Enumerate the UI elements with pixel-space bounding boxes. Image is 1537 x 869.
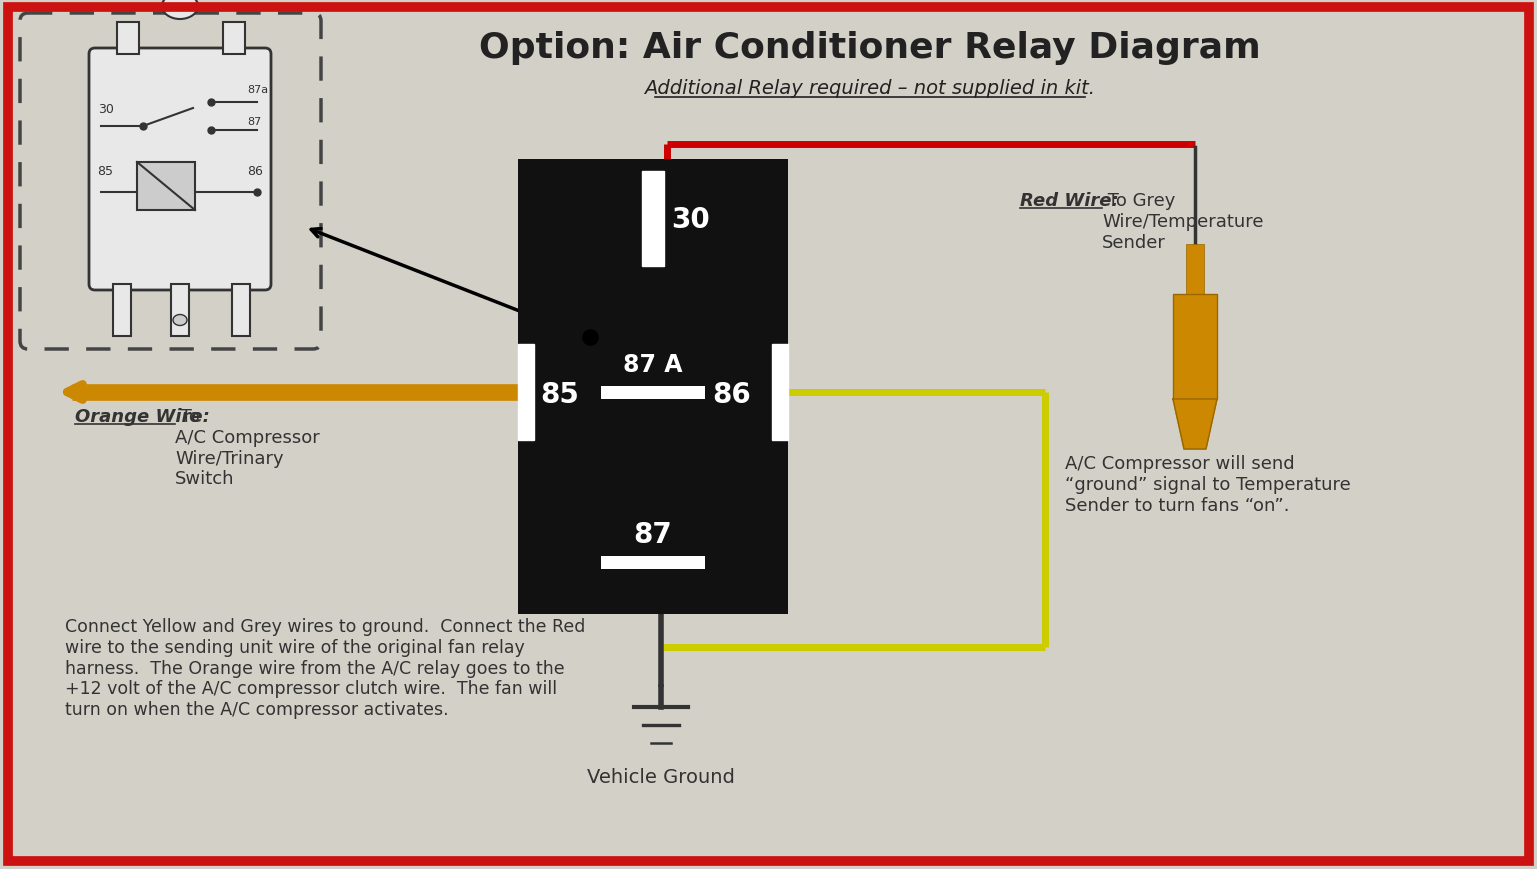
Bar bbox=[518, 160, 788, 614]
Bar bbox=[223, 23, 244, 55]
Text: 87a: 87a bbox=[247, 85, 267, 95]
Text: Vehicle Ground: Vehicle Ground bbox=[587, 767, 735, 786]
FancyBboxPatch shape bbox=[20, 14, 321, 349]
Bar bbox=[171, 285, 189, 336]
Text: 87: 87 bbox=[247, 116, 261, 127]
Bar bbox=[137, 163, 195, 211]
Bar bbox=[518, 345, 533, 441]
Text: 86: 86 bbox=[247, 165, 263, 178]
Bar bbox=[117, 23, 138, 55]
Text: Connect Yellow and Grey wires to ground.  Connect the Red
wire to the sending un: Connect Yellow and Grey wires to ground.… bbox=[65, 617, 586, 719]
Text: Additional Relay required – not supplied in kit.: Additional Relay required – not supplied… bbox=[644, 78, 1096, 97]
Polygon shape bbox=[1173, 400, 1217, 449]
Text: 87: 87 bbox=[633, 521, 672, 548]
Text: Option: Air Conditioner Relay Diagram: Option: Air Conditioner Relay Diagram bbox=[480, 31, 1260, 65]
Ellipse shape bbox=[161, 0, 198, 20]
Text: To
A/C Compressor
Wire/Trinary
Switch: To A/C Compressor Wire/Trinary Switch bbox=[175, 408, 320, 488]
Bar bbox=[1173, 295, 1217, 400]
Text: 30: 30 bbox=[98, 103, 114, 116]
Bar bbox=[642, 172, 664, 267]
Text: Red Wire:: Red Wire: bbox=[1021, 192, 1119, 209]
Bar bbox=[114, 285, 131, 336]
Text: 85: 85 bbox=[539, 381, 579, 408]
Bar bbox=[772, 345, 788, 441]
Bar bbox=[601, 556, 705, 569]
Ellipse shape bbox=[174, 315, 188, 326]
Text: 87 A: 87 A bbox=[622, 353, 682, 376]
Text: To Grey
Wire/Temperature
Sender: To Grey Wire/Temperature Sender bbox=[1102, 192, 1263, 251]
FancyBboxPatch shape bbox=[89, 49, 271, 290]
Text: 30: 30 bbox=[672, 206, 710, 234]
Text: Orange Wire:: Orange Wire: bbox=[75, 408, 211, 426]
Text: 85: 85 bbox=[97, 165, 114, 178]
Bar bbox=[232, 285, 251, 336]
Bar bbox=[601, 387, 705, 400]
Text: 86: 86 bbox=[712, 381, 750, 408]
Bar bbox=[1187, 245, 1203, 295]
Text: A/C Compressor will send
“ground” signal to Temperature
Sender to turn fans “on”: A/C Compressor will send “ground” signal… bbox=[1065, 454, 1351, 514]
